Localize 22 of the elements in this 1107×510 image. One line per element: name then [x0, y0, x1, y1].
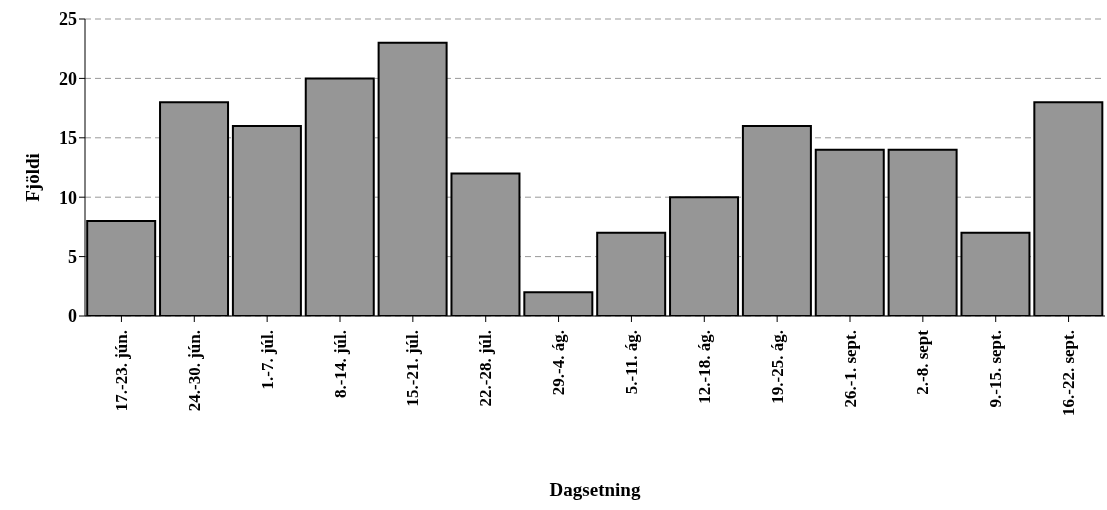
x-tick-label: 9.-15. sept.	[986, 330, 1006, 408]
x-tick-label: 17.-23. jún.	[111, 330, 131, 412]
x-tick-label: 2.-8. sept	[913, 329, 933, 395]
x-tick-label: 24.-30. jún.	[184, 330, 204, 412]
x-tick-label: 5.-11. ág.	[621, 330, 641, 395]
x-tick-label: 8.-14. júl.	[330, 330, 350, 398]
x-tick-label: 26.-1. sept.	[840, 330, 860, 408]
y-tick-label: 5	[68, 246, 77, 267]
x-tick-label: 16.-22. sept.	[1059, 330, 1079, 416]
y-tick-label: 25	[59, 9, 77, 30]
x-tick-label: 15.-21. júl.	[403, 330, 423, 407]
x-tick-label: 1.-7. júl.	[257, 330, 277, 390]
y-axis-title: Fjöldi	[21, 153, 43, 202]
y-tick-label: 15	[59, 128, 77, 149]
y-tick-label: 10	[59, 187, 77, 208]
y-tick-label: 0	[68, 306, 77, 327]
y-tick-label: 20	[59, 68, 77, 89]
x-tick-label: 19.-25. ág.	[767, 330, 787, 404]
x-tick-label: 29.-4. ág.	[549, 330, 569, 396]
x-axis-title: Dagsetning	[549, 479, 641, 500]
x-tick-label: 12.-18. ág.	[694, 330, 714, 404]
x-tick-label: 22.-28. júl.	[476, 330, 496, 407]
